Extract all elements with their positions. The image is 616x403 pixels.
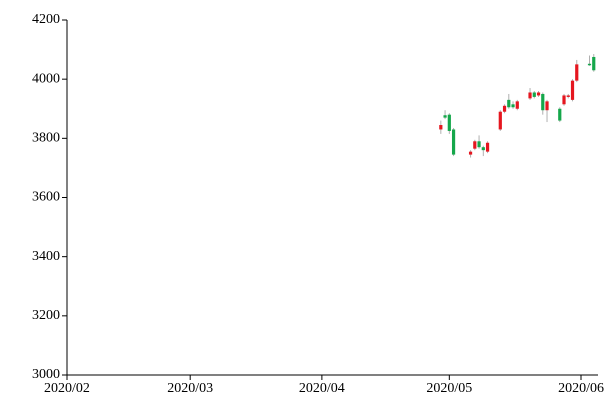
- candle-body: [447, 114, 451, 131]
- x-tick-label: 2020/04: [299, 381, 345, 396]
- candle-body: [515, 101, 519, 109]
- x-tick-label: 2020/06: [558, 381, 604, 396]
- candle-body: [536, 92, 541, 96]
- candle-body: [507, 99, 511, 108]
- candle-body: [528, 92, 532, 99]
- candle-body: [558, 108, 562, 121]
- y-tick-label: 4200: [32, 12, 60, 27]
- candle-body: [477, 141, 481, 148]
- y-tick-label: 3800: [32, 131, 60, 146]
- y-tick-label: 3000: [32, 367, 60, 382]
- x-tick-label: 2020/02: [44, 381, 90, 396]
- y-tick-label: 3200: [32, 308, 60, 323]
- candle-body: [468, 151, 473, 155]
- candle-body: [592, 56, 596, 71]
- candle-body: [541, 93, 545, 111]
- candle-body: [481, 147, 485, 151]
- candle-body: [473, 141, 477, 149]
- candle-body: [439, 125, 443, 130]
- y-tick-label: 3400: [32, 249, 60, 264]
- candle-body: [443, 115, 447, 118]
- candle-body: [570, 80, 575, 100]
- candle-body: [498, 111, 502, 130]
- candle-body: [587, 63, 592, 66]
- candle-body: [562, 95, 566, 105]
- candle-body: [545, 101, 549, 111]
- candle-body: [485, 142, 490, 152]
- x-tick-label: 2020/03: [167, 381, 213, 396]
- candle-body: [502, 105, 507, 112]
- candle-body: [566, 95, 570, 97]
- y-tick-label: 4000: [32, 71, 60, 86]
- candle-body: [451, 129, 456, 155]
- candle-body: [532, 92, 536, 97]
- candle-body: [511, 104, 515, 108]
- y-tick-label: 3600: [32, 190, 60, 205]
- candle-body: [575, 64, 579, 81]
- x-tick-label: 2020/05: [426, 381, 472, 396]
